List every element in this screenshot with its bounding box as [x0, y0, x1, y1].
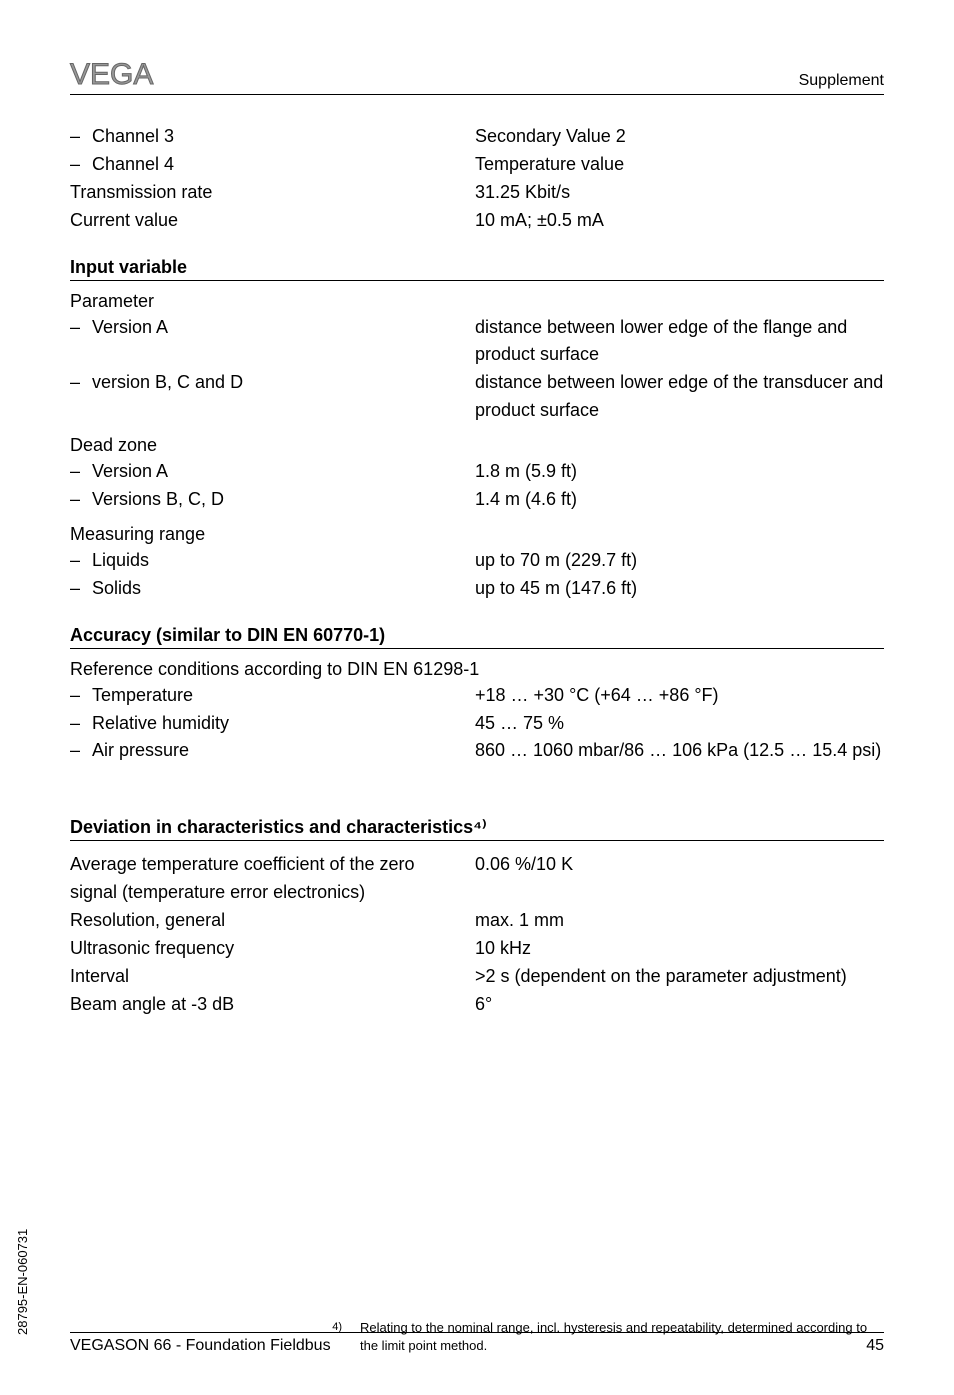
top-spec-block: Channel 3 Secondary Value 2 Channel 4 Te… [70, 123, 884, 235]
spec-label: Temperature [70, 682, 475, 710]
section-heading-deviation: Deviation in characteristics and charact… [70, 817, 884, 841]
footer-title: VEGASON 66 - Foundation Fieldbus [70, 1337, 331, 1355]
spec-value: Secondary Value 2 [475, 123, 884, 151]
group-label: Dead zone [70, 435, 884, 456]
spec-label: Resolution, general [70, 907, 475, 935]
spec-value: >2 s (dependent on the parameter adjustm… [475, 963, 884, 991]
spec-value: up to 45 m (147.6 ft) [475, 575, 884, 603]
spec-value: 6° [475, 991, 884, 1019]
spec-value: 1.4 m (4.6 ft) [475, 486, 884, 514]
spec-label: Current value [70, 207, 475, 235]
spec-value: up to 70 m (229.7 ft) [475, 547, 884, 575]
spec-value: 1.8 m (5.9 ft) [475, 458, 884, 486]
section-heading-input-variable: Input variable [70, 257, 884, 281]
spec-label: Transmission rate [70, 179, 475, 207]
spec-label: Beam angle at -3 dB [70, 991, 475, 1019]
spec-label: Version A [70, 314, 475, 370]
section-heading-accuracy: Accuracy (similar to DIN EN 60770-1) [70, 625, 884, 649]
spec-value: distance between lower edge of the trans… [475, 369, 884, 425]
spec-label: Relative humidity [70, 710, 475, 738]
spec-value: max. 1 mm [475, 907, 884, 935]
brand-logo: VEGA [70, 60, 153, 92]
document-id-side: 28795-EN-060731 [15, 1229, 30, 1335]
spec-label: Air pressure [70, 737, 475, 765]
spec-value: 860 … 1060 mbar/86 … 106 kPa (12.5 … 15.… [475, 737, 884, 765]
spec-label: Interval [70, 963, 475, 991]
spec-label: version B, C and D [70, 369, 475, 425]
spec-label: Average temperature coefficient of the z… [70, 851, 475, 907]
spec-label: Channel 3 [70, 123, 475, 151]
spec-value: 10 kHz [475, 935, 884, 963]
footer-page-number: 45 [866, 1337, 884, 1355]
spec-label: Ultrasonic frequency [70, 935, 475, 963]
spec-value: Temperature value [475, 151, 884, 179]
group-label: Parameter [70, 291, 884, 312]
group-label: Reference conditions according to DIN EN… [70, 659, 884, 680]
spec-label: Channel 4 [70, 151, 475, 179]
spec-label: Liquids [70, 547, 475, 575]
header-section-label: Supplement [799, 72, 884, 92]
spec-value: 0.06 %/10 K [475, 851, 884, 907]
group-label: Measuring range [70, 524, 884, 545]
spec-value: 31.25 Kbit/s [475, 179, 884, 207]
spec-value: +18 … +30 °C (+64 … +86 °F) [475, 682, 884, 710]
spec-label: Versions B, C, D [70, 486, 475, 514]
spec-value: 45 … 75 % [475, 710, 884, 738]
spec-label: Solids [70, 575, 475, 603]
spec-value: distance between lower edge of the flang… [475, 314, 884, 370]
spec-label: Version A [70, 458, 475, 486]
page-footer: VEGASON 66 - Foundation Fieldbus 45 [70, 1332, 884, 1355]
spec-value: 10 mA; ±0.5 mA [475, 207, 884, 235]
